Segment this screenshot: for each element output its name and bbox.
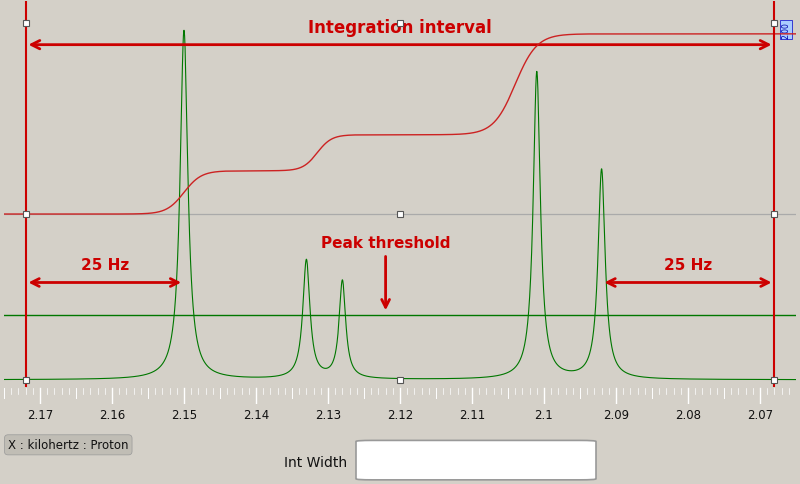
Text: 2.00: 2.00	[782, 22, 790, 39]
Text: Integration interval: Integration interval	[308, 18, 492, 37]
Text: 2.17: 2.17	[27, 408, 53, 421]
Text: 2.15: 2.15	[171, 408, 197, 421]
Text: 2.13: 2.13	[315, 408, 341, 421]
Text: 25 Hz: 25 Hz	[81, 257, 129, 272]
Text: 25 Hz: 25 Hz	[664, 257, 712, 272]
FancyBboxPatch shape	[356, 440, 596, 480]
Text: 2.07: 2.07	[747, 408, 773, 421]
Text: 2.12: 2.12	[387, 408, 413, 421]
Text: 2.08: 2.08	[675, 408, 701, 421]
Text: Peak threshold: Peak threshold	[321, 236, 450, 251]
Text: Int Width: Int Width	[284, 455, 347, 469]
Text: 2.14: 2.14	[243, 408, 269, 421]
Text: 50[Hz]: 50[Hz]	[384, 453, 433, 468]
Text: 2.09: 2.09	[603, 408, 629, 421]
Text: 2.1: 2.1	[534, 408, 554, 421]
Text: X : kilohertz : Proton: X : kilohertz : Proton	[8, 439, 129, 452]
Text: 2.11: 2.11	[459, 408, 485, 421]
Text: 2.16: 2.16	[99, 408, 125, 421]
